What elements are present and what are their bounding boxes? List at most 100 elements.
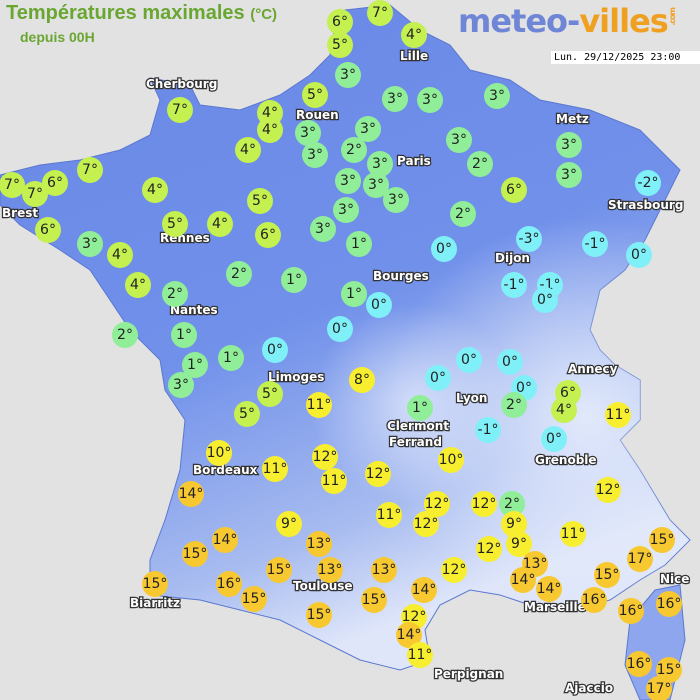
temperature-marker[interactable]: -3° — [516, 226, 542, 252]
temperature-marker[interactable]: 12° — [312, 444, 338, 470]
temperature-marker[interactable]: 3° — [295, 120, 321, 146]
temperature-marker[interactable]: 2° — [162, 281, 188, 307]
temperature-marker[interactable]: -1° — [582, 231, 608, 257]
temperature-marker[interactable]: 3° — [310, 216, 336, 242]
temperature-marker[interactable]: 6° — [42, 170, 68, 196]
temperature-marker[interactable]: 0° — [327, 316, 353, 342]
temperature-marker[interactable]: 14° — [510, 567, 536, 593]
temperature-marker[interactable]: 5° — [247, 188, 273, 214]
temperature-marker[interactable]: 10° — [438, 447, 464, 473]
temperature-marker[interactable]: 1° — [281, 267, 307, 293]
temperature-marker[interactable]: -1° — [501, 272, 527, 298]
temperature-marker[interactable]: 0° — [456, 347, 482, 373]
temperature-marker[interactable]: 1° — [182, 352, 208, 378]
temperature-marker[interactable]: 9° — [501, 511, 527, 537]
temperature-marker[interactable]: 0° — [541, 426, 567, 452]
temperature-marker[interactable]: 13° — [371, 557, 397, 583]
temperature-marker[interactable]: 0° — [366, 292, 392, 318]
temperature-marker[interactable]: 14° — [411, 577, 437, 603]
temperature-marker[interactable]: 11° — [306, 392, 332, 418]
temperature-marker[interactable]: 4° — [551, 397, 577, 423]
temperature-marker[interactable]: 15° — [361, 587, 387, 613]
temperature-marker[interactable]: 12° — [471, 491, 497, 517]
temperature-marker[interactable]: 11° — [407, 642, 433, 668]
temperature-marker[interactable]: 3° — [333, 197, 359, 223]
temperature-marker[interactable]: 11° — [605, 402, 631, 428]
temperature-marker[interactable]: 4° — [142, 177, 168, 203]
temperature-marker[interactable]: 17° — [627, 546, 653, 572]
temperature-marker[interactable]: 6° — [327, 9, 353, 35]
temperature-marker[interactable]: 5° — [327, 32, 353, 58]
temperature-marker[interactable]: 12° — [365, 461, 391, 487]
temperature-marker[interactable]: 15° — [241, 586, 267, 612]
temperature-marker[interactable]: 9° — [276, 511, 302, 537]
temperature-marker[interactable]: 4° — [235, 137, 261, 163]
temperature-marker[interactable]: 4° — [401, 22, 427, 48]
temperature-marker[interactable]: 0° — [431, 236, 457, 262]
temperature-marker[interactable]: 11° — [376, 502, 402, 528]
temperature-marker[interactable]: 6° — [255, 222, 281, 248]
temperature-marker[interactable]: 2° — [501, 392, 527, 418]
temperature-marker[interactable]: 0° — [425, 365, 451, 391]
temperature-marker[interactable]: -1° — [475, 417, 501, 443]
temperature-marker[interactable]: 0° — [532, 287, 558, 313]
temperature-marker[interactable]: 1° — [171, 322, 197, 348]
temperature-marker[interactable]: 12° — [595, 477, 621, 503]
temperature-marker[interactable]: 13° — [317, 557, 343, 583]
temperature-marker[interactable]: 9° — [506, 531, 532, 557]
temperature-marker[interactable]: 0° — [497, 349, 523, 375]
temperature-marker[interactable]: 7° — [77, 157, 103, 183]
temperature-marker[interactable]: 3° — [367, 151, 393, 177]
temperature-marker[interactable]: 17° — [646, 676, 672, 700]
temperature-marker[interactable]: 5° — [302, 82, 328, 108]
temperature-marker[interactable]: 3° — [335, 62, 361, 88]
temperature-marker[interactable]: 12° — [424, 491, 450, 517]
temperature-marker[interactable]: 11° — [560, 521, 586, 547]
temperature-marker[interactable]: 1° — [346, 231, 372, 257]
temperature-marker[interactable]: 16° — [618, 598, 644, 624]
temperature-marker[interactable]: 3° — [335, 168, 361, 194]
temperature-marker[interactable]: 2° — [341, 137, 367, 163]
temperature-marker[interactable]: 4° — [207, 211, 233, 237]
temperature-marker[interactable]: 1° — [407, 395, 433, 421]
temperature-marker[interactable]: 3° — [417, 87, 443, 113]
temperature-marker[interactable]: 5° — [257, 381, 283, 407]
temperature-marker[interactable]: 5° — [162, 211, 188, 237]
temperature-marker[interactable]: 3° — [363, 172, 389, 198]
temperature-marker[interactable]: 10° — [206, 440, 232, 466]
temperature-marker[interactable]: 14° — [396, 622, 422, 648]
temperature-marker[interactable]: 4° — [107, 242, 133, 268]
temperature-marker[interactable]: 3° — [302, 142, 328, 168]
temperature-marker[interactable]: 11° — [262, 456, 288, 482]
temperature-marker[interactable]: 16° — [626, 651, 652, 677]
temperature-marker[interactable]: 2° — [226, 261, 252, 287]
temperature-marker[interactable]: 16° — [216, 571, 242, 597]
temperature-marker[interactable]: 16° — [656, 591, 682, 617]
temperature-marker[interactable]: 14° — [178, 481, 204, 507]
temperature-marker[interactable]: 7° — [167, 97, 193, 123]
temperature-marker[interactable]: 7° — [367, 0, 393, 26]
temperature-marker[interactable]: -2° — [635, 170, 661, 196]
temperature-marker[interactable]: 3° — [484, 83, 510, 109]
temperature-marker[interactable]: 4° — [125, 272, 151, 298]
temperature-marker[interactable]: 15° — [182, 541, 208, 567]
temperature-marker[interactable]: 13° — [306, 531, 332, 557]
temperature-marker[interactable]: 3° — [77, 231, 103, 257]
temperature-marker[interactable]: 15° — [266, 557, 292, 583]
temperature-marker[interactable]: 7° — [0, 172, 25, 198]
temperature-marker[interactable]: 2° — [112, 322, 138, 348]
temperature-marker[interactable]: 3° — [383, 187, 409, 213]
temperature-marker[interactable]: 15° — [649, 527, 675, 553]
temperature-marker[interactable]: 6° — [501, 177, 527, 203]
temperature-marker[interactable]: 3° — [355, 116, 381, 142]
temperature-marker[interactable]: 12° — [476, 536, 502, 562]
temperature-marker[interactable]: 6° — [35, 217, 61, 243]
temperature-marker[interactable]: 3° — [382, 86, 408, 112]
site-logo[interactable]: meteo-villes.com — [458, 2, 677, 40]
temperature-marker[interactable]: 0° — [626, 242, 652, 268]
temperature-marker[interactable]: 14° — [536, 576, 562, 602]
temperature-marker[interactable]: 15° — [306, 602, 332, 628]
temperature-marker[interactable]: 2° — [499, 491, 525, 517]
temperature-marker[interactable]: 15° — [142, 571, 168, 597]
temperature-marker[interactable]: 4° — [257, 117, 283, 143]
